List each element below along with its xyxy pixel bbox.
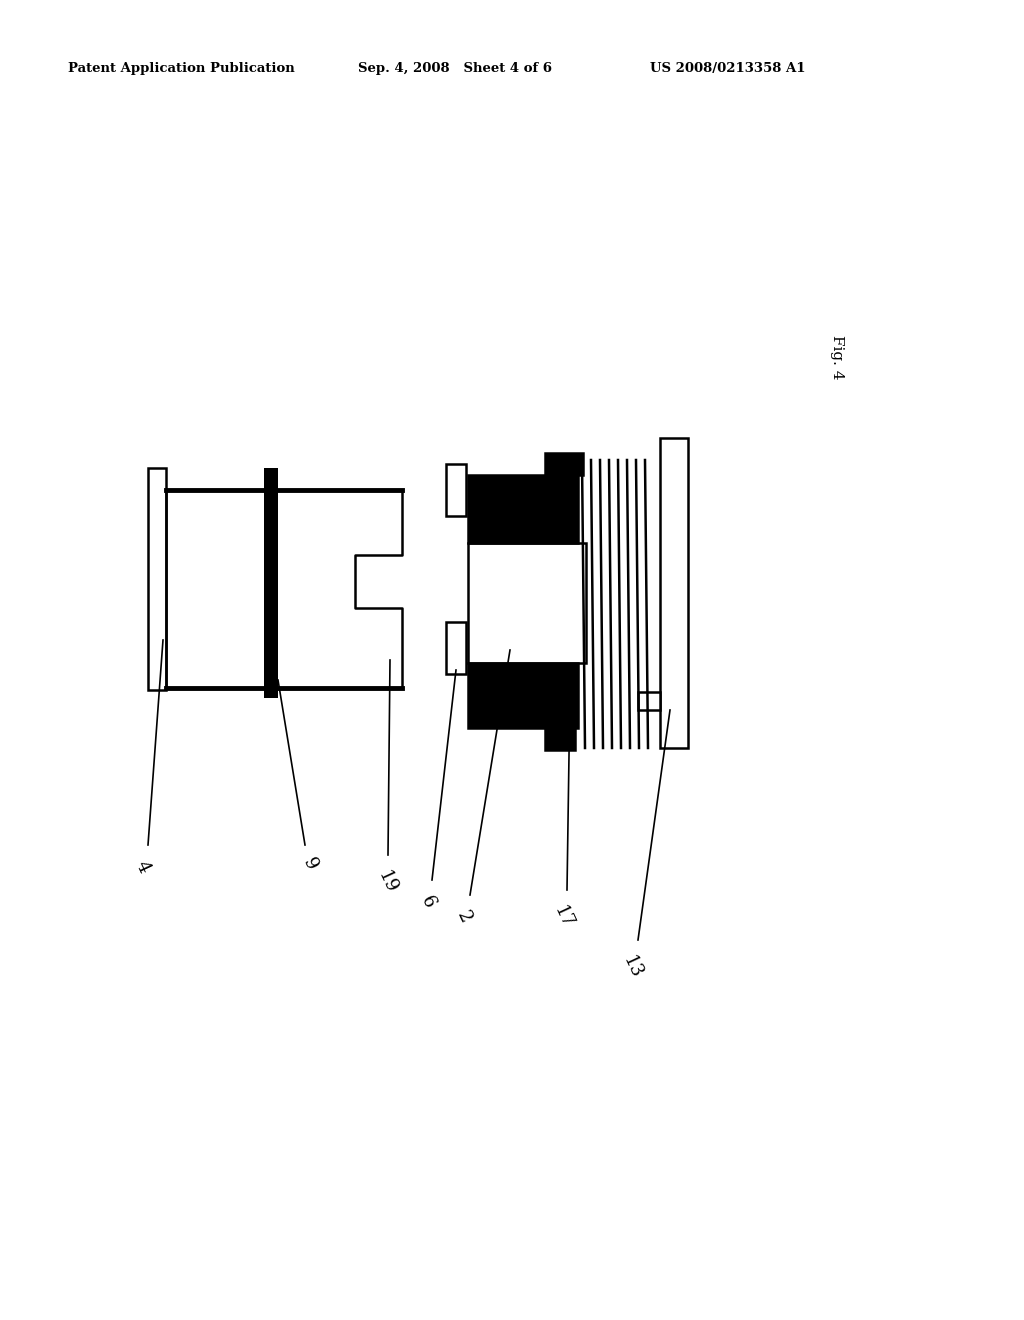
Bar (660, 438, 688, 748)
Text: 19: 19 (374, 869, 400, 896)
Bar (264, 469, 278, 698)
Text: 9: 9 (299, 855, 321, 873)
Bar (638, 692, 660, 710)
Text: Fig. 4: Fig. 4 (830, 335, 844, 380)
Bar (468, 663, 578, 729)
Text: Patent Application Publication: Patent Application Publication (68, 62, 295, 75)
Text: Sep. 4, 2008   Sheet 4 of 6: Sep. 4, 2008 Sheet 4 of 6 (358, 62, 552, 75)
Bar (468, 475, 578, 543)
Bar (468, 543, 586, 663)
Text: 17: 17 (550, 903, 575, 932)
Bar (545, 729, 575, 750)
Bar (148, 469, 166, 690)
Text: 13: 13 (618, 953, 645, 982)
Text: US 2008/0213358 A1: US 2008/0213358 A1 (650, 62, 806, 75)
Bar (446, 622, 466, 675)
Text: 2: 2 (454, 908, 474, 925)
Bar (545, 453, 583, 475)
Bar (446, 465, 466, 516)
Text: 6: 6 (418, 894, 438, 911)
Text: 4: 4 (131, 858, 153, 876)
